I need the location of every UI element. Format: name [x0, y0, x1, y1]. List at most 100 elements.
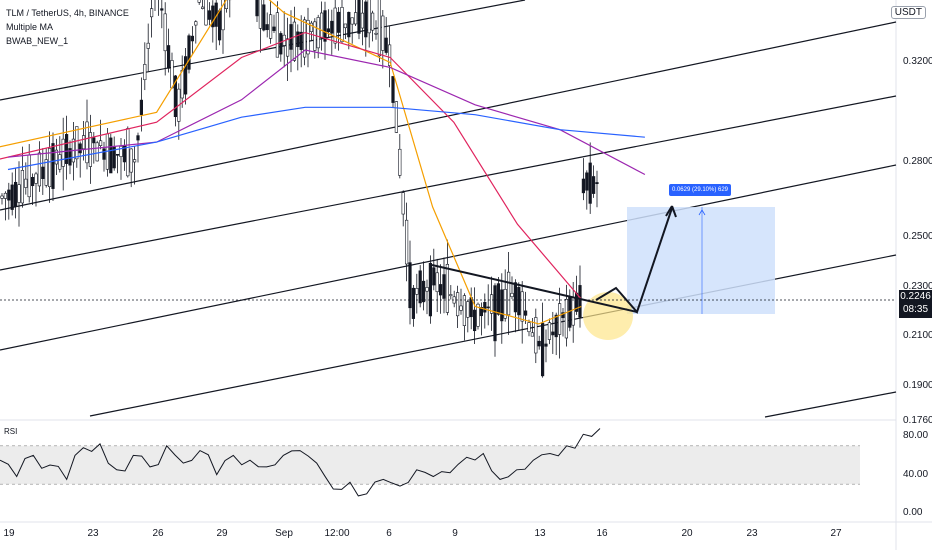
projection-path [595, 207, 673, 314]
candle-body [513, 282, 517, 313]
candle-body [143, 64, 147, 81]
candle-body [432, 267, 436, 286]
price-tick-label: 0.1900 [903, 380, 932, 392]
time-tick-label: Sep [275, 528, 293, 539]
candle-body [421, 280, 426, 303]
candle-body [95, 142, 99, 162]
candle-body [544, 343, 548, 347]
candle-body [353, 12, 358, 25]
candle-body [527, 322, 531, 333]
candle-body [279, 33, 283, 55]
candle-body [530, 332, 534, 337]
candle-body [360, 12, 365, 29]
time-tick-label: 20 [681, 528, 693, 539]
candle-body [14, 181, 18, 207]
candle-body [343, 23, 348, 29]
candle-body [221, 0, 225, 31]
candle-body [472, 309, 477, 332]
candle-body [387, 44, 392, 66]
legend-indicator-ma[interactable]: Multiple MA [6, 22, 54, 32]
candle-body [119, 146, 123, 157]
legend-symbol: TLM / TetherUS, 4h, BINANCE [6, 8, 129, 18]
candle-body [438, 284, 443, 296]
currency-button[interactable]: USDT [890, 6, 926, 19]
candle-body [180, 70, 184, 99]
projection-arrowhead [665, 205, 677, 218]
legend-indicator-bwab[interactable]: BWAB_NEW_1 [6, 36, 69, 46]
candle-body [102, 148, 106, 160]
candle-body [207, 10, 212, 20]
rsi-tick-label: 0.00 [903, 507, 923, 518]
price-tick-label: 0.2100 [903, 330, 932, 342]
candle-body [415, 288, 419, 295]
candle-body [258, 0, 263, 29]
candle-body [61, 138, 65, 167]
rsi-label: RSI [4, 427, 18, 436]
candle-body [483, 302, 487, 313]
candle-body [428, 262, 433, 317]
projection-box [627, 207, 775, 314]
candle-body [503, 289, 507, 319]
candle-body [0, 195, 4, 199]
price-tick-label: 0.3200 [903, 56, 932, 68]
candle-body [75, 126, 79, 160]
candle-body [557, 303, 562, 335]
breakout-highlight [583, 292, 633, 340]
candle-body [306, 19, 310, 55]
candle-body [506, 271, 511, 316]
moving-average-line [7, 49, 646, 176]
candle-body [309, 22, 314, 32]
candle-body [218, 10, 222, 41]
candle-body [479, 307, 484, 317]
candle-body [194, 21, 198, 26]
candle-body [133, 159, 137, 163]
rsi-line [0, 428, 601, 497]
moving-average-line [0, 0, 582, 325]
candle-body [204, 0, 208, 26]
candle-body [374, 32, 378, 35]
candle-body [272, 26, 276, 31]
candle-body [476, 303, 480, 327]
candle-body [20, 170, 25, 204]
channel-line [764, 391, 897, 418]
candle-body [391, 76, 395, 103]
candle-body [187, 35, 191, 70]
moving-average-line [7, 106, 645, 171]
time-tick-label: 27 [830, 528, 842, 539]
channel-line [0, 95, 897, 271]
candle-body [211, 5, 215, 28]
candle-body [381, 15, 385, 51]
time-tick-label: 26 [152, 528, 164, 539]
candle-body [173, 75, 178, 118]
candle-body [51, 143, 55, 189]
candle-body [319, 12, 324, 39]
time-tick-label: 29 [216, 528, 228, 539]
candle-body [37, 152, 41, 187]
candle-body [459, 305, 463, 311]
candle-body [262, 4, 266, 31]
candle-body [170, 60, 174, 89]
candle-body [489, 294, 494, 314]
candle-body [547, 322, 551, 340]
time-tick-label: 12:00 [324, 528, 350, 539]
candle-body [296, 31, 300, 48]
candle-body [330, 20, 334, 34]
candle-body [496, 283, 501, 315]
candle-body [357, 0, 361, 34]
rsi-tick-label: 80.00 [903, 430, 929, 442]
candle-body [184, 56, 188, 95]
candle-body [78, 143, 82, 154]
candle-body [99, 140, 103, 146]
candle-body [265, 24, 269, 31]
candle-body [520, 291, 524, 322]
candle-body [347, 11, 351, 38]
candle-body [398, 148, 402, 176]
candle-body [197, 0, 201, 3]
candle-body [139, 99, 144, 115]
candle-body [510, 292, 514, 298]
candle-body [129, 148, 133, 173]
candle-body [167, 45, 171, 69]
candle-body [122, 145, 126, 163]
candle-body [7, 189, 11, 201]
candle-body [394, 101, 399, 133]
